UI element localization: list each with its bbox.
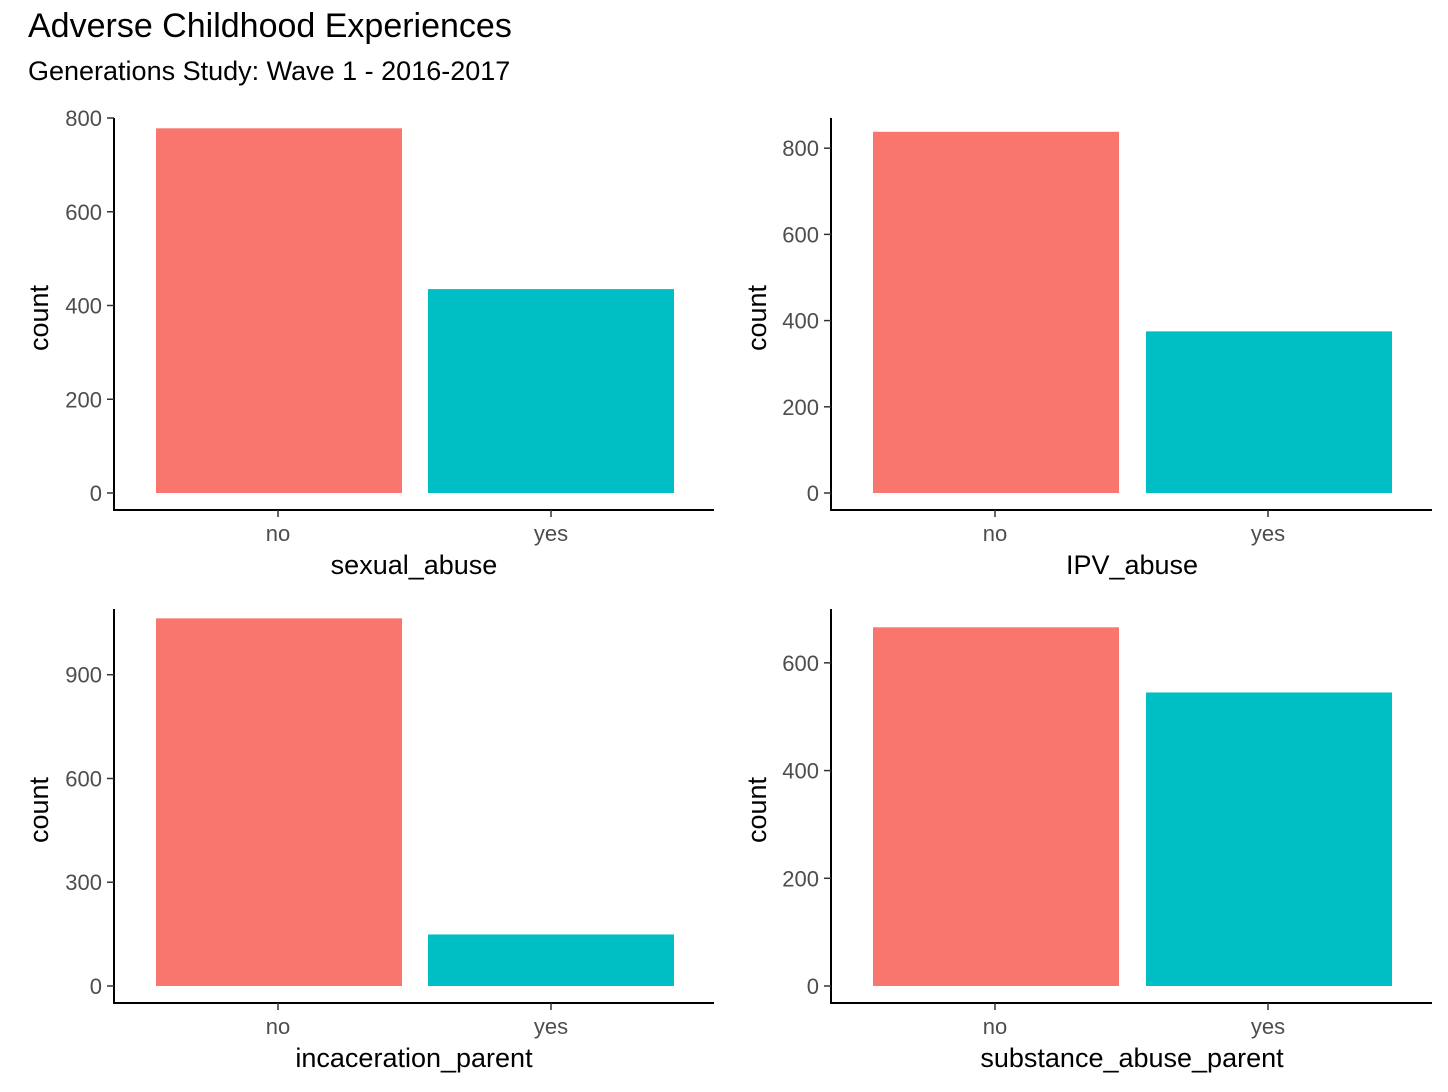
y-axis-title: count — [742, 284, 772, 351]
panel-IPV_abuse: 0 200 400 600 800 no yes IPV_abuse count — [742, 118, 1432, 580]
x-axis-title: substance_abuse_parent — [980, 1043, 1284, 1073]
y-tick-label: 600 — [782, 222, 819, 247]
bar-no — [873, 131, 1119, 494]
bar-yes — [1146, 331, 1392, 493]
y-tick-label: 200 — [782, 395, 819, 420]
y-tick-label: 0 — [90, 974, 102, 999]
bar-yes — [1146, 692, 1392, 986]
bar-yes — [428, 289, 674, 493]
bar-yes — [428, 934, 674, 986]
y-tick-label: 400 — [782, 759, 819, 784]
y-tick-label: 800 — [782, 136, 819, 161]
y-tick-label: 0 — [90, 481, 102, 506]
x-axis-title: sexual_abuse — [331, 550, 498, 580]
y-tick-label: 200 — [782, 866, 819, 891]
bar-no — [873, 627, 1119, 986]
x-axis-title: IPV_abuse — [1066, 550, 1198, 580]
chart-title: Adverse Childhood Experiences — [28, 7, 512, 45]
y-axis-title: count — [742, 776, 772, 843]
x-tick-label-yes: yes — [1251, 1014, 1285, 1039]
x-tick-label-no: no — [983, 1014, 1007, 1039]
y-tick-label: 0 — [807, 974, 819, 999]
y-tick-label: 0 — [807, 481, 819, 506]
chart-subtitle: Generations Study: Wave 1 - 2016-2017 — [28, 56, 511, 86]
x-tick-label-yes: yes — [1251, 521, 1285, 546]
y-tick-label: 400 — [65, 294, 102, 319]
x-tick-label-yes: yes — [534, 521, 568, 546]
panel-substance_abuse_parent: 0 200 400 600 no yes substance_abuse_parent cou… — [742, 609, 1432, 1073]
y-tick-label: 600 — [782, 651, 819, 676]
y-tick-label: 200 — [65, 387, 102, 412]
bar-no — [156, 618, 402, 986]
x-axis-title: incaceration_parent — [295, 1043, 533, 1073]
panel-sexual_abuse: 0 200 400 600 800 no yes sexual_abuse count — [24, 106, 714, 580]
y-tick-label: 400 — [782, 309, 819, 334]
bar-no — [156, 128, 402, 493]
x-tick-label-no: no — [266, 521, 290, 546]
y-tick-label: 300 — [65, 870, 102, 895]
y-tick-label: 600 — [65, 200, 102, 225]
x-tick-label-yes: yes — [534, 1014, 568, 1039]
y-tick-label: 600 — [65, 766, 102, 791]
y-tick-label: 900 — [65, 663, 102, 688]
y-axis-title: count — [24, 776, 54, 843]
x-tick-label-no: no — [266, 1014, 290, 1039]
y-axis-title: count — [24, 284, 54, 351]
y-tick-label: 800 — [65, 106, 102, 131]
x-tick-label-no: no — [983, 521, 1007, 546]
